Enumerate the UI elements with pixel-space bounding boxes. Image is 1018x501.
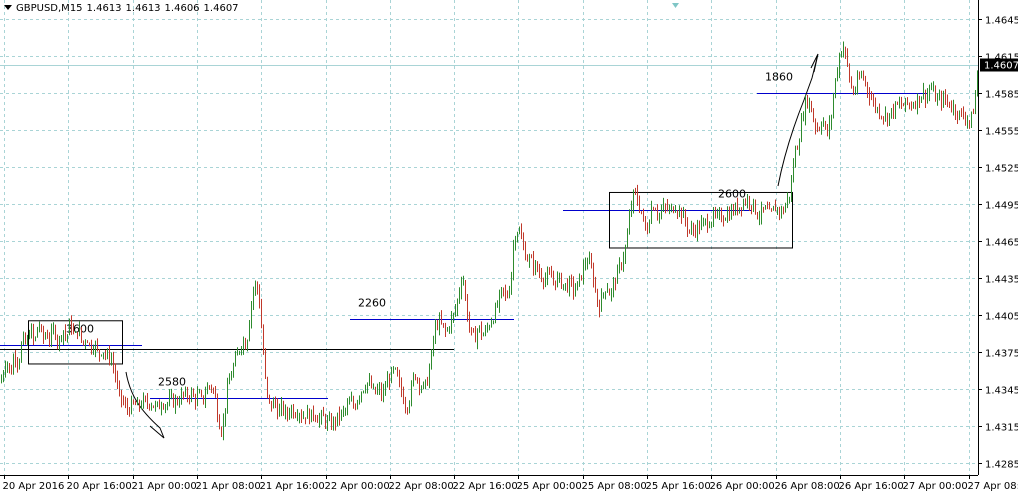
low-price: 1.4606 (165, 3, 200, 14)
annotation-layer: 36002580226026001860 (0, 54, 927, 438)
level-label: 2580 (158, 376, 186, 389)
x-tick-label: 21 Apr 08:00 (196, 481, 261, 492)
y-tick-label: 1.4285 (985, 460, 1018, 471)
level-label: 1860 (765, 71, 793, 84)
y-tick-label: 1.4435 (985, 275, 1018, 286)
high-price: 1.4613 (126, 3, 161, 14)
y-tick-label: 1.4495 (985, 201, 1018, 212)
open-price: 1.4613 (87, 3, 122, 14)
x-tick-label: 22 Apr 16:00 (453, 481, 518, 492)
y-tick-label: 1.4555 (985, 127, 1018, 138)
close-price: 1.4607 (204, 3, 239, 14)
x-tick-label: 20 Apr 2016 (3, 481, 65, 492)
y-tick-label: 1.4345 (985, 386, 1018, 397)
y-tick-label: 1.4405 (985, 312, 1018, 323)
x-tick-label: 27 Apr 08:00 (968, 481, 1018, 492)
x-tick-label: 21 Apr 16:00 (260, 481, 325, 492)
session-marker-icon (672, 3, 679, 8)
x-tick-label: 26 Apr 08:00 (775, 481, 840, 492)
y-tick-label: 1.4525 (985, 164, 1018, 175)
y-tick-label: 1.4375 (985, 349, 1018, 360)
y-tick-label: 1.4315 (985, 423, 1018, 434)
y-tick-label: 1.4465 (985, 238, 1018, 249)
grid-layer (0, 0, 978, 475)
x-tick-label: 20 Apr 16:00 (67, 481, 132, 492)
y-tick-label: 1.4585 (985, 90, 1018, 101)
x-tick-label: 25 Apr 08:00 (582, 481, 647, 492)
x-tick-label: 27 Apr 00:00 (903, 481, 968, 492)
x-tick-label: 26 Apr 00:00 (710, 481, 775, 492)
x-tick-label: 22 Apr 08:00 (389, 481, 454, 492)
symbol-header: GBPUSD,M15 1.4613 1.4613 1.4606 1.4607 (4, 3, 243, 14)
x-tick-label: 22 Apr 00:00 (325, 481, 390, 492)
x-tick-label: 26 Apr 16:00 (839, 481, 904, 492)
x-tick-label: 25 Apr 16:00 (646, 481, 711, 492)
x-tick-label: 25 Apr 00:00 (517, 481, 582, 492)
level-label: 2260 (358, 297, 386, 310)
chevron-down-icon (4, 5, 12, 10)
y-tick-label: 1.4645 (985, 16, 1018, 27)
current-price-label: 1.4607 (984, 61, 1018, 72)
symbol-label: GBPUSD,M15 (16, 3, 83, 14)
x-tick-label: 21 Apr 00:00 (132, 481, 197, 492)
level-label: 2600 (718, 188, 746, 201)
candle-layer (2, 41, 978, 440)
